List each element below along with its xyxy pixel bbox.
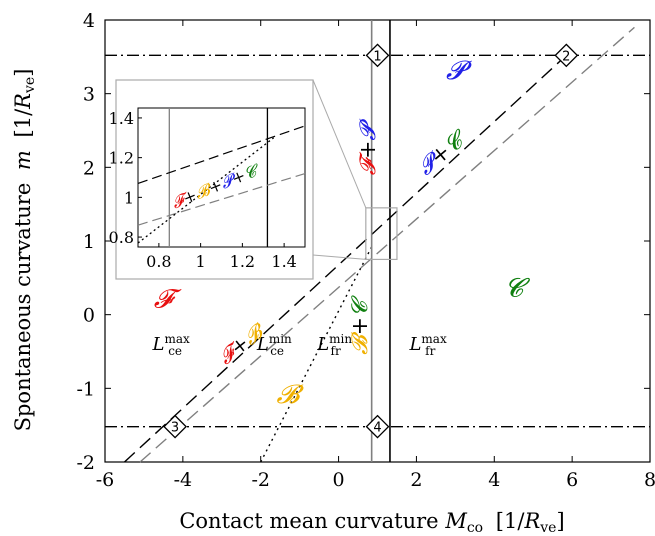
inset-frame [115,79,314,280]
series-line-0 [123,54,567,463]
marker-diamond [163,414,187,439]
x-axis-label: Contact mean curvature Mco [1/Rve] [179,509,564,536]
y-tick-label: 1 [83,231,95,253]
inset-x-tick-label: 1.4 [271,252,296,271]
line-label-main: L [152,334,165,355]
x-tick-label: 4 [488,469,500,491]
y-tick-label: -1 [76,378,95,400]
line-label: Lmin fr [316,332,352,358]
x-tick-label: -4 [174,469,193,491]
region-label: 𝓑 [276,380,304,410]
x-tick-label: 0 [333,469,345,491]
line-label: Lmin ce [256,332,292,358]
inset-connector [312,254,366,260]
y-tick-label: 0 [83,305,95,327]
inset-connector [312,79,367,209]
markers: 1 2 3 4 [163,43,579,439]
boundary-label-FP: 𝓕+𝓟 [356,119,381,176]
svg-text:𝓟+𝓒: 𝓟+𝓒 [414,125,473,180]
line-label-main: L [256,334,269,355]
x-tick-label: 6 [566,469,578,491]
line-label: Lmax fr [408,332,446,358]
inset-label-part: + [180,185,200,208]
x-tick-label: 8 [644,469,655,491]
zoom-box [365,207,398,261]
inset-label-FBPC: 𝓕+𝓑+𝓟+𝓒 [169,160,263,213]
marker-number: 1 [373,49,381,64]
region-label: 𝓟 [446,56,472,86]
x-tick-label: 2 [410,469,422,491]
inset-y-tick-label: 1.2 [109,149,134,168]
line-label-sup: max [164,332,190,346]
y-axis-label: Spontaneous curvature m [1/Rve] [11,69,38,432]
line-label-main: L [408,334,421,355]
svg-text:Spontaneous curvature m: Spontaneous curvature m [1/Rve] [11,69,38,432]
y-tick-label: 3 [83,84,95,106]
y-tick-label: 4 [83,10,95,32]
line-label-main: L [316,334,329,355]
inset-label-part: + [229,166,249,189]
line-label-sub: ce [270,344,284,358]
inset-y-tick-label: 0.8 [109,228,134,247]
inset-x-tick-label: 1.2 [230,252,255,271]
marker-number: 4 [373,421,381,436]
y-tick-label: -2 [76,452,95,474]
series-line-2 [260,246,373,463]
inset-dotted [137,137,275,244]
line-label-sub: ce [168,344,182,358]
series-line-1 [139,26,635,463]
marker-diamond [365,43,390,68]
y-tick-label: 2 [83,157,95,179]
line-label-sup: max [421,332,447,346]
svg-text:𝓕+𝓟: 𝓕+𝓟 [356,119,381,176]
inset-x-tick-label: 1 [196,252,206,271]
marker-diamond [554,43,579,68]
x-tick-label: -6 [96,469,115,491]
axis-ticks: -6 -4 -2 0 2 4 6 8 -2 -1 0 1 2 3 4 [76,10,655,491]
line-label: Lmax ce [152,332,190,358]
boundary-label-PC: 𝓟+𝓒 [414,125,473,180]
line-label-sub: fr [331,344,341,358]
svg-text:Contact mean curvature M: Contact mean curvature Mco [1/Rve] [179,509,564,536]
line-label-sup: min [269,332,292,346]
inset-y-tick-label: 1 [124,188,134,207]
marker-diamond [365,414,390,439]
inset-plot: 0.8 1 1.2 1.4 0.8 1 1.2 1.4 𝓕+𝓑+𝓟+𝓒 [109,79,367,280]
region-label: 𝓕 [154,284,182,314]
line-labels: Lmax ce Lmin ce Lmin fr Lmax fr [152,332,447,358]
boundary-label-BC: 𝓑+𝓒 [348,295,373,355]
marker-number: 3 [171,421,179,436]
svg-text:𝓑+𝓒: 𝓑+𝓒 [348,295,373,355]
line-label-sup: min [329,332,352,346]
region-label: 𝓒 [505,273,531,303]
inset-axes-box [137,107,306,248]
inset-y-tick-label: 1.4 [109,109,134,128]
inset-x-tick-label: 0.8 [146,252,171,271]
x-tick-label: -2 [251,469,270,491]
line-label-sub: fr [425,344,435,358]
inset-label-part: + [206,175,226,198]
marker-number: 2 [562,49,570,64]
